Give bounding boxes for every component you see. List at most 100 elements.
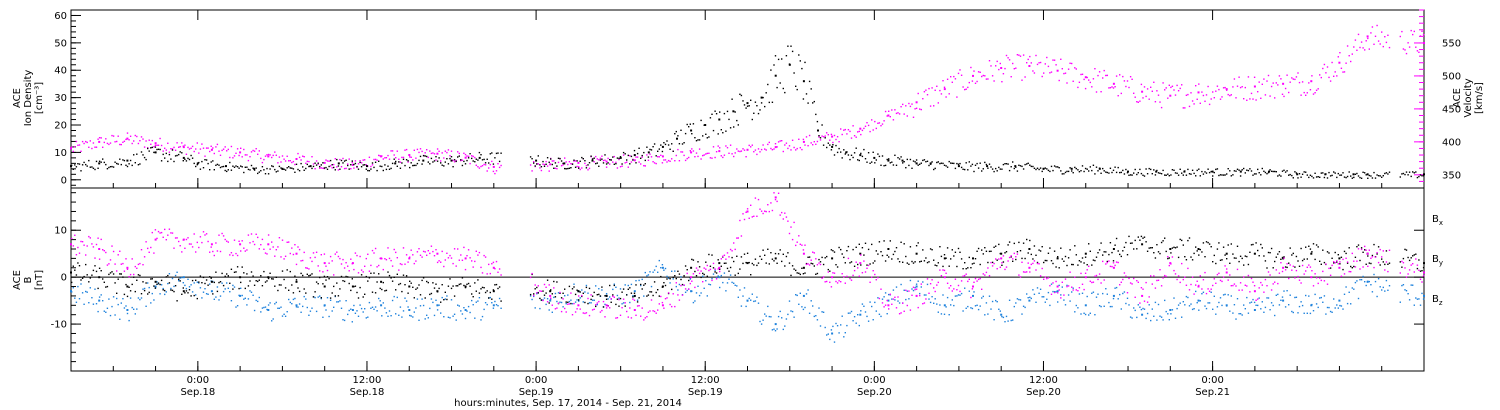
bx-sample [1343,250,1346,253]
density-sample [936,161,938,164]
velocity-sample [441,152,443,154]
velocity-sample [1050,71,1053,73]
velocity-sample [908,102,910,105]
bz-sample [982,273,984,275]
bx-sample [1097,252,1099,254]
bz-sample [717,268,719,270]
by-sample [286,311,288,313]
density-sample [1154,174,1157,176]
velocity-sample [148,139,150,141]
velocity-sample [306,160,308,163]
by-sample [1188,305,1191,307]
velocity-sample [261,161,264,164]
by-sample [729,274,732,276]
velocity-sample [596,158,598,160]
bx-sample [1257,249,1259,252]
bz-sample [962,275,964,277]
bz-sample [638,305,640,307]
bz-sample [255,233,257,235]
bz-sample [447,257,450,259]
density-point [661,145,664,148]
bx-sample [819,261,822,263]
velocity-sample [574,160,577,162]
velocity-sample [176,142,178,144]
bx-sample [650,291,653,293]
bx-sample [977,247,980,250]
density-sample [993,170,995,173]
bz-sample [591,309,594,311]
bz-sample [1150,275,1152,277]
velocity-sample [635,156,637,158]
bz-sample [968,278,970,280]
velocity-sample [1295,76,1298,78]
density-sample [970,165,972,167]
by-sample [652,271,654,273]
bx-sample [328,278,330,280]
bz-sample [302,259,304,262]
bz-sample [297,246,299,248]
bx-sample [1191,259,1194,261]
bx-sample [128,286,130,288]
by-sample [450,299,453,301]
velocity-sample [226,150,228,152]
velocity-sample [398,158,400,160]
by-sample [328,315,330,318]
velocity-sample [286,155,288,157]
bx-sample [751,262,753,265]
bx-sample [291,284,293,286]
velocity-sample [1346,45,1349,47]
bx-sample [590,298,592,301]
bx-sample [829,270,831,272]
bx-sample [240,281,242,284]
density-sample [649,148,651,151]
by-sample [709,284,712,286]
bx-sample [844,262,846,264]
by-sample [1260,308,1262,310]
by-sample [1308,295,1310,297]
bz-sample [781,211,783,214]
bx-sample [1024,257,1026,260]
density-sample [799,60,801,62]
velocity-sample [557,161,560,164]
bx-sample [123,293,126,296]
by-sample [227,287,229,289]
bx-sample [1081,257,1084,259]
density-sample [1354,173,1357,175]
velocity-sample [922,98,924,100]
density-point [366,165,368,168]
by-sample [605,293,608,295]
by-sample [1229,310,1231,312]
velocity-sample [728,152,730,154]
density-sample [1094,173,1096,175]
bz-sample [714,268,716,270]
bz-point [972,285,974,288]
bz-sample [1266,285,1268,287]
bz-sample [567,303,569,305]
velocity-sample [793,146,795,149]
density-point [182,156,185,159]
bz-sample [305,267,307,269]
density-point [704,124,707,126]
bz-sample [619,314,622,316]
velocity-sample [249,156,251,158]
by-sample [139,298,141,301]
by-sample [1153,315,1155,317]
bz-sample [1410,264,1412,266]
density-sample [1071,170,1073,172]
density-point [887,159,890,162]
by-sample [1224,293,1226,296]
density-sample [356,165,358,168]
legend-subscript: x [1439,219,1443,227]
by-sample [1016,298,1019,300]
by-sample [850,310,853,313]
bx-sample [1050,260,1053,262]
density-sample [1384,172,1386,175]
density-sample [359,161,361,164]
velocity-sample [402,156,405,159]
density-sample [1356,172,1358,175]
density-sample [1177,174,1180,176]
bz-sample [1168,264,1170,267]
bx-sample [1249,251,1251,253]
by-sample [94,288,96,290]
